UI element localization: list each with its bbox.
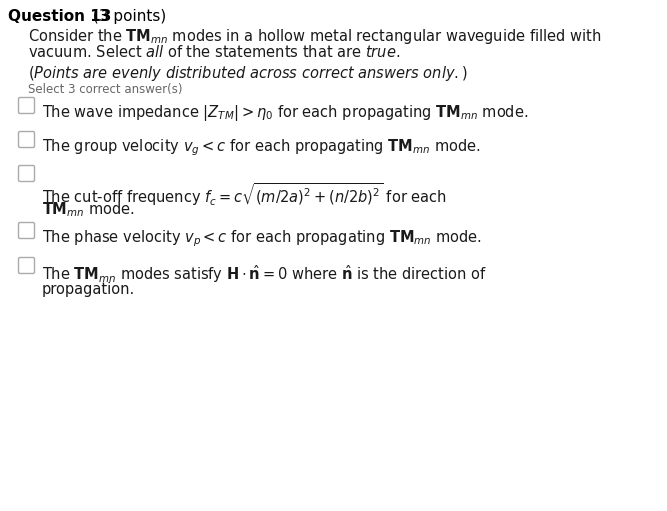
Text: vacuum. Select $\mathit{all}$ of the statements that are $\mathbf{\mathit{true.}: vacuum. Select $\mathit{all}$ of the sta… [28,44,400,60]
Text: $\mathit{(Points\ are\ evenly\ distributed\ across\ correct\ answers\ only.)}$: $\mathit{(Points\ are\ evenly\ distribut… [28,64,468,83]
Text: The group velocity $v_g < c$ for each propagating $\mathbf{TM}_{mn}$ mode.: The group velocity $v_g < c$ for each pr… [42,137,481,157]
Text: The wave impedance $|Z_{TM}| > \eta_0$ for each propagating $\mathbf{TM}_{mn}$ m: The wave impedance $|Z_{TM}| > \eta_0$ f… [42,103,528,123]
Text: Consider the $\mathbf{TM}_{mn}$ modes in a hollow metal rectangular waveguide fi: Consider the $\mathbf{TM}_{mn}$ modes in… [28,27,602,46]
Text: Select 3 correct answer(s): Select 3 correct answer(s) [28,83,183,96]
Text: propagation.: propagation. [42,282,135,297]
Text: The cut-off frequency $f_c = c\sqrt{(m/2a)^2 + (n/2b)^2}$ for each: The cut-off frequency $f_c = c\sqrt{(m/2… [42,181,447,208]
Text: The phase velocity $v_p < c$ for each propagating $\mathbf{TM}_{mn}$ mode.: The phase velocity $v_p < c$ for each pr… [42,228,482,248]
FancyBboxPatch shape [19,222,35,239]
FancyBboxPatch shape [19,258,35,273]
Text: $\mathbf{TM}_{mn}$ mode.: $\mathbf{TM}_{mn}$ mode. [42,200,135,219]
Text: Question 13: Question 13 [8,9,111,24]
Text: The $\mathbf{TM}_{mn}$ modes satisfy $\mathbf{H} \cdot \hat{\mathbf{n}} = 0$ whe: The $\mathbf{TM}_{mn}$ modes satisfy $\m… [42,263,486,285]
FancyBboxPatch shape [19,98,35,113]
FancyBboxPatch shape [19,131,35,148]
Text: (3 points): (3 points) [88,9,166,24]
FancyBboxPatch shape [19,166,35,181]
